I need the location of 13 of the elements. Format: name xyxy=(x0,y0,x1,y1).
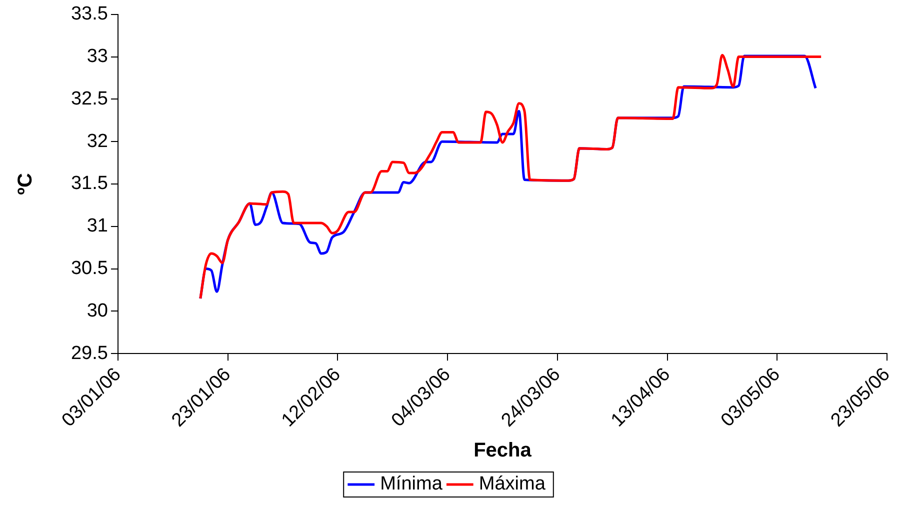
y-tick-label: 30 xyxy=(86,300,108,322)
y-tick-label: 29.5 xyxy=(70,342,108,364)
y-tick-label: 33 xyxy=(86,46,108,68)
y-tick-label: 31.5 xyxy=(70,173,108,194)
x-axis-title: Fecha xyxy=(474,440,532,462)
y-tick-label: 32 xyxy=(86,130,108,152)
legend-label: Máxima xyxy=(478,474,546,495)
y-axis-title: ºC xyxy=(14,173,37,195)
legend-label: Mínima xyxy=(380,474,443,495)
y-tick-label: 33.5 xyxy=(70,4,108,25)
y-tick-label: 32.5 xyxy=(70,88,108,110)
y-tick-label: 31 xyxy=(86,216,108,237)
y-tick-label: 30.5 xyxy=(70,258,108,280)
